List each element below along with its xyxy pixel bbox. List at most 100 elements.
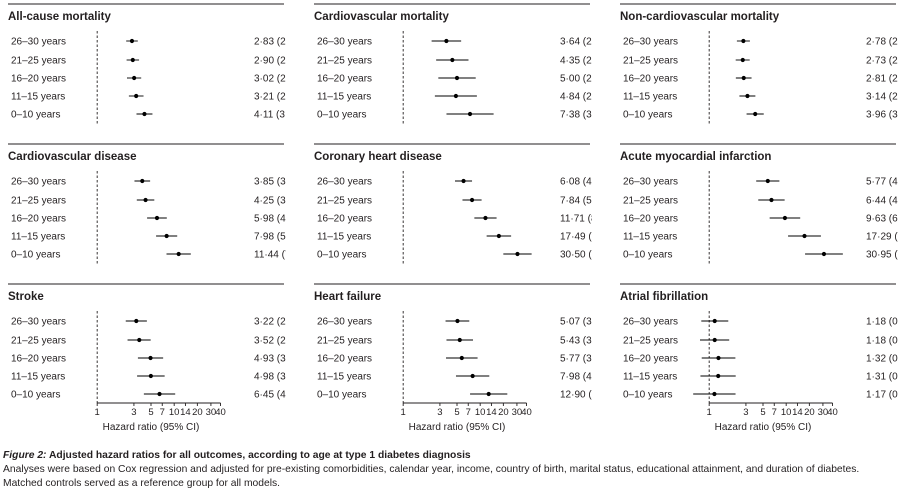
x-tick-label: 40 — [215, 407, 226, 418]
age-group-label: 0–10 years — [623, 390, 672, 401]
hazard-ratio-label: 3·96 (3·06–5·11) — [866, 110, 898, 121]
point-estimate — [461, 178, 466, 184]
age-group-label: 11–15 years — [11, 232, 65, 243]
hazard-ratio-label: 5·77 (4·08–8·16) — [866, 177, 898, 188]
x-tick-label: 3 — [743, 407, 748, 418]
hazard-ratio-label: 3·52 (2·48–4·95) — [254, 336, 286, 347]
hazard-ratio-label: 17·29 (10·58–28·26) — [866, 232, 898, 243]
caption-heading: Figure 2: Adjusted hazard ratios for all… — [3, 449, 896, 463]
hazard-ratio-label: 11·44 (7·95–16·44) — [254, 250, 286, 261]
panel-title: Cardiovascular disease — [8, 151, 137, 163]
forest-plot-svg: All-cause mortality 26–30 years 2·83 (2·38… — [8, 3, 286, 124]
age-group-label: 16–20 years — [317, 354, 372, 365]
hazard-ratio-label: 1·18 (0·79–1·77) — [866, 317, 898, 328]
hazard-ratio-label: 2·83 (2·38–3·37) — [254, 37, 286, 48]
panel-title: Stroke — [8, 291, 44, 303]
panel-title: Heart failure — [314, 291, 381, 303]
x-tick-label: 30 — [818, 407, 829, 418]
hazard-ratio-label: 3·02 (2·44–3·73) — [254, 74, 286, 85]
point-estimate — [765, 178, 770, 184]
hazard-ratio-label: 7·98 (4·85–13·13) — [560, 372, 592, 383]
hazard-ratio-label: 1·31 (0·77–2·21) — [866, 372, 898, 383]
age-group-label: 26–30 years — [623, 37, 678, 48]
hazard-ratio-label: 17·49 (12·13–25·22) — [560, 232, 592, 243]
point-estimate — [132, 75, 137, 81]
point-estimate — [741, 75, 746, 81]
x-tick-label: 7 — [466, 407, 471, 418]
age-group-label: 11–15 years — [11, 372, 65, 383]
age-group-label: 21–25 years — [11, 336, 66, 347]
age-group-label: 26–30 years — [623, 317, 678, 328]
panel-title: Cardiovascular mortality — [314, 11, 449, 23]
hazard-ratio-label: 30·50 (19·98–46·57) — [560, 250, 592, 261]
forest-plot-svg: Non-cardiovascular mortality 26–30 years 2… — [620, 3, 898, 124]
point-estimate — [716, 355, 721, 361]
age-group-label: 0–10 years — [11, 110, 60, 121]
x-tick-label: 5 — [454, 407, 459, 418]
age-group-label: 21–25 years — [11, 196, 66, 207]
hazard-ratio-label: 6·45 (4·04–10·31) — [254, 390, 286, 401]
age-group-label: 16–20 years — [623, 354, 678, 365]
point-estimate — [496, 233, 501, 239]
x-tick-label: 14 — [486, 407, 497, 418]
point-estimate — [453, 93, 459, 99]
age-group-label: 26–30 years — [11, 177, 66, 188]
forest-panel: Non-cardiovascular mortality 26–30 years 2… — [612, 0, 898, 140]
age-group-label: 16–20 years — [11, 214, 66, 225]
point-estimate — [134, 93, 139, 99]
point-estimate — [740, 57, 745, 63]
x-axis-title: Hazard ratio (95% CI) — [408, 422, 506, 433]
hazard-ratio-label: 3·22 (2·35–4·42) — [254, 317, 286, 328]
forest-panel: Coronary heart disease 26–30 years 6·08 (4… — [306, 140, 592, 280]
point-estimate — [483, 215, 488, 221]
caption-figure-label: Figure 2: — [3, 450, 47, 461]
point-estimate — [164, 233, 169, 239]
forest-panel: Cardiovascular disease 26–30 years 3·85 (3… — [0, 140, 286, 280]
forest-panel: Stroke 26–30 years 3·22 (2·35–4·42) 21–25 y… — [0, 280, 286, 420]
hazard-ratio-label: 7·84 (5·89–10·43) — [560, 196, 592, 207]
age-group-label: 11–15 years — [317, 92, 371, 103]
hazard-ratio-label: 5·43 (3·65–8·07) — [560, 336, 592, 347]
x-tick-label: 7 — [772, 407, 777, 418]
point-estimate — [821, 251, 827, 257]
hazard-ratio-label: 1·32 (0·80–2·19) — [866, 354, 898, 365]
forest-plot-svg: Atrial fibrillation 26–30 years 1·18 (0·79… — [620, 283, 898, 418]
hazard-ratio-label: 11·71 (8·40–16·33) — [560, 214, 592, 225]
age-group-label: 16–20 years — [11, 74, 66, 85]
x-tick-label: 40 — [827, 407, 838, 418]
hazard-ratio-label: 7·38 (3·65–14·94) — [560, 110, 592, 121]
point-estimate — [148, 373, 153, 379]
point-estimate — [455, 318, 460, 324]
age-group-label: 16–20 years — [317, 214, 372, 225]
age-group-label: 21–25 years — [317, 56, 372, 67]
age-group-label: 21–25 years — [623, 196, 678, 207]
point-estimate — [470, 373, 475, 379]
forest-panel: Cardiovascular mortality 26–30 years 3·64 … — [306, 0, 592, 140]
point-estimate — [741, 38, 746, 44]
age-group-label: 0–10 years — [317, 390, 366, 401]
age-group-label: 0–10 years — [623, 250, 672, 261]
point-estimate — [154, 215, 160, 221]
point-estimate — [157, 391, 162, 397]
hazard-ratio-label: 3·21 (2·58–4·00) — [254, 92, 286, 103]
hazard-ratio-label: 6·08 (4·71–7·84) — [560, 177, 592, 188]
point-estimate — [142, 111, 147, 117]
x-tick-label: 10 — [169, 407, 180, 418]
age-group-label: 0–10 years — [11, 390, 60, 401]
forest-plot-svg: Cardiovascular disease 26–30 years 3·85 (3… — [8, 143, 286, 264]
forest-plot-svg: Heart failure 26–30 years 5·07 (3·55–7·22)… — [314, 283, 592, 418]
age-group-label: 16–20 years — [623, 74, 678, 85]
hazard-ratio-label: 2·78 (2·29–3·38) — [866, 37, 898, 48]
age-group-label: 21–25 years — [11, 56, 66, 67]
x-tick-label: 20 — [804, 407, 815, 418]
hazard-ratio-label: 5·07 (3·55–7·22) — [560, 317, 592, 328]
x-tick-label: 5 — [148, 407, 153, 418]
age-group-label: 26–30 years — [11, 317, 66, 328]
point-estimate — [143, 197, 148, 203]
hazard-ratio-label: 12·90 (7·39–22·51) — [560, 390, 592, 401]
point-estimate — [459, 355, 464, 361]
age-group-label: 21–25 years — [317, 196, 372, 207]
x-tick-label: 20 — [498, 407, 509, 418]
age-group-label: 26–30 years — [317, 317, 372, 328]
forest-plot-svg: Coronary heart disease 26–30 years 6·08 (4… — [314, 143, 592, 264]
